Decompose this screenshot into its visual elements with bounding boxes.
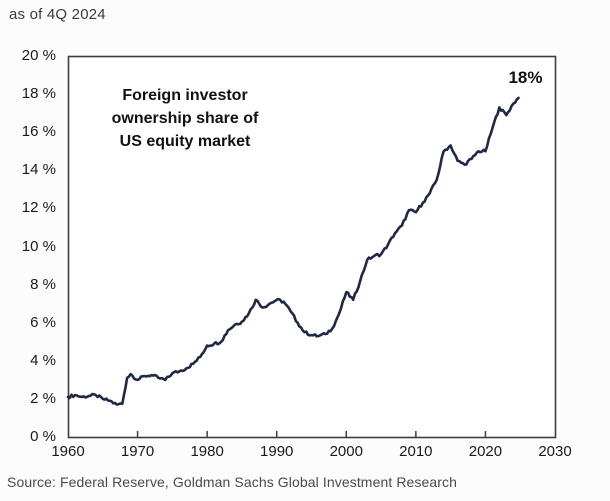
y-tick-label: 14 %	[21, 161, 56, 179]
y-tick-label: 4 %	[30, 351, 56, 369]
y-tick-label: 0 %	[30, 428, 56, 445]
y-tick-label: 6 %	[30, 313, 56, 331]
y-tick-label: 12 %	[21, 199, 56, 217]
end-value-label: 18%	[508, 67, 543, 87]
y-tick-label: 2 %	[30, 389, 56, 407]
plot-border	[67, 55, 557, 439]
y-tick-label: 18 %	[21, 85, 56, 103]
annotation-line: ownership share of	[111, 110, 259, 127]
chart-annotation: Foreign investor ownership share of US equ…	[76, 84, 294, 153]
x-tick-label: 1960	[51, 443, 85, 460]
x-tick-label: 2000	[329, 443, 363, 460]
x-tick-label: 2010	[399, 443, 433, 460]
data-line	[66, 96, 520, 406]
x-tick-label: 2020	[468, 443, 503, 460]
y-tick-label: 8 %	[30, 275, 56, 293]
as-of-label: as of 4Q 2024	[9, 6, 106, 23]
y-tick-label: 10 %	[21, 237, 56, 255]
y-tick-label: 16 %	[21, 123, 56, 141]
x-tick-label: 2030	[538, 443, 572, 460]
x-tick-label: 1990	[260, 443, 294, 460]
x-tick-label: 1980	[190, 443, 224, 460]
annotation-line: US equity market	[119, 133, 251, 150]
annotation-line: Foreign investor	[122, 87, 248, 104]
x-tick-marks	[136, 431, 487, 437]
y-tick-label: 20 %	[21, 47, 56, 64]
x-tick-label: 1970	[120, 443, 155, 460]
source-note: Source: Federal Reserve, Goldman Sachs G…	[7, 474, 458, 490]
